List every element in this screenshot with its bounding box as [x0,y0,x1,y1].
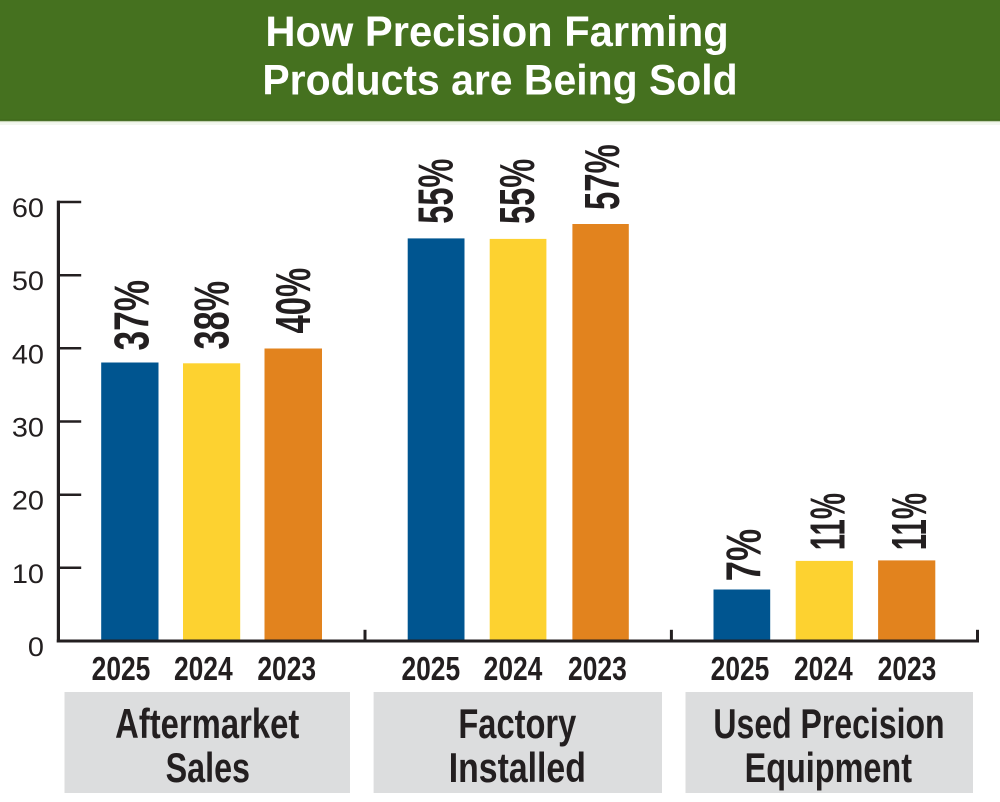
svg-text:How Precision Farming: How Precision Farming [265,8,728,56]
svg-text:50: 50 [12,266,44,296]
svg-text:57%: 57% [574,144,629,210]
svg-text:10: 10 [12,559,44,589]
svg-text:20: 20 [12,486,44,516]
svg-text:2025: 2025 [711,651,770,687]
svg-text:55%: 55% [408,159,463,224]
svg-text:0: 0 [28,632,44,662]
svg-text:Products are Being Sold: Products are Being Sold [262,56,737,104]
svg-text:38%: 38% [184,281,238,350]
svg-text:7%: 7% [717,529,772,581]
svg-text:Equipment: Equipment [745,744,913,791]
svg-text:Installed: Installed [449,745,586,792]
svg-text:2024: 2024 [174,651,233,687]
svg-text:55%: 55% [489,159,544,224]
svg-text:37%: 37% [105,280,160,351]
svg-text:2025: 2025 [401,651,460,687]
svg-text:40%: 40% [265,268,320,334]
svg-text:2024: 2024 [484,651,543,687]
svg-text:40: 40 [12,339,44,369]
svg-text:60: 60 [12,193,44,223]
svg-text:2023: 2023 [878,651,937,687]
svg-text:2025: 2025 [92,651,151,687]
svg-text:2024: 2024 [794,651,853,687]
svg-text:Factory: Factory [458,700,576,747]
svg-text:Used Precision: Used Precision [713,700,944,747]
svg-text:11%: 11% [800,493,856,550]
svg-text:2023: 2023 [568,651,627,687]
svg-text:2023: 2023 [257,651,316,687]
svg-text:11%: 11% [881,493,937,550]
svg-text:Sales: Sales [166,744,250,791]
svg-text:Aftermarket: Aftermarket [115,700,299,747]
svg-text:30: 30 [12,412,44,442]
